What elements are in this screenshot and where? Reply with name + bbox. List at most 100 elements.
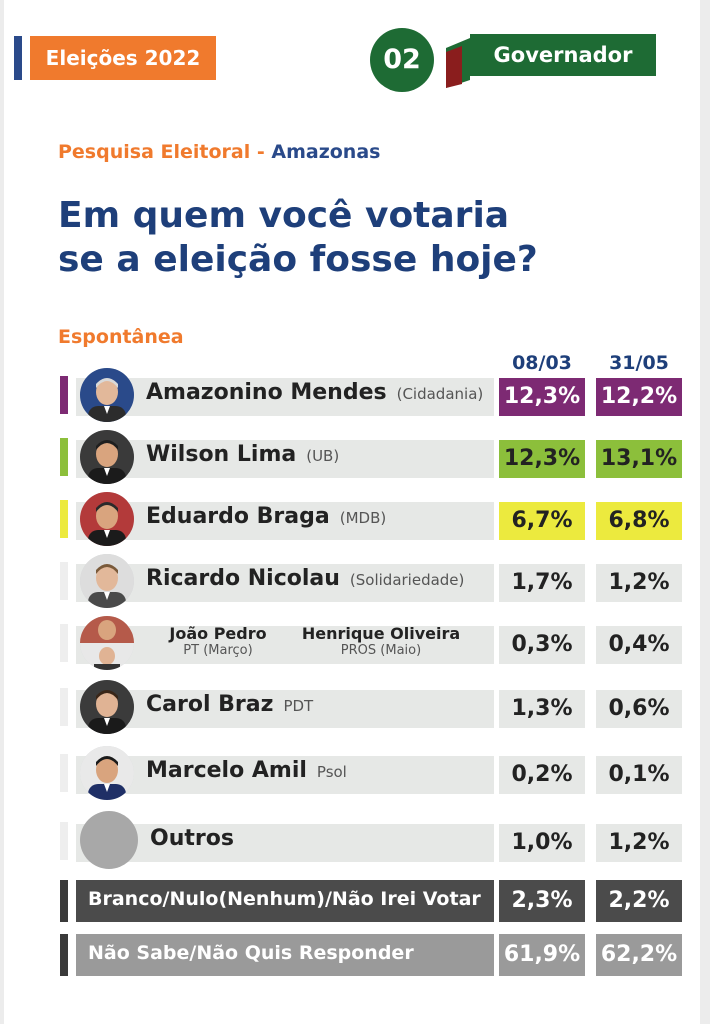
candidate-label: Amazonino Mendes (Cidadania) xyxy=(146,380,483,405)
candidate-name: Wilson Lima xyxy=(146,442,297,467)
candidate-name: Carol Braz xyxy=(146,692,274,717)
column-header-date-1: 08/03 xyxy=(512,352,572,374)
value-cell-date-1: 6,7% xyxy=(499,502,585,540)
value-cell-date-1: 1,0% xyxy=(499,824,585,862)
subtitle-separator: - xyxy=(250,141,272,163)
candidate-avatar xyxy=(80,616,134,670)
table-row: Outros 1,0% 1,2% xyxy=(0,811,710,869)
candidate-avatar xyxy=(80,368,134,422)
subtitle-prefix: Pesquisa Eleitoral xyxy=(58,141,251,163)
value-cell-date-2: 13,1% xyxy=(596,440,682,478)
row-marker xyxy=(60,822,68,860)
row-marker xyxy=(60,562,68,600)
ribbon-fold-icon xyxy=(446,38,470,88)
value-cell-date-1: 12,3% xyxy=(499,440,585,478)
survey-subtitle: Pesquisa Eleitoral - Amazonas xyxy=(58,141,380,163)
row-marker xyxy=(60,754,68,792)
candidate-avatar xyxy=(80,746,134,800)
section-number-badge: 02 xyxy=(370,28,434,92)
value-cell-date-1: 1,3% xyxy=(499,690,585,728)
value-cell-date-1: 0,3% xyxy=(499,626,585,664)
value-cell-date-2: 1,2% xyxy=(596,564,682,602)
table-row: Carol Braz PDT 1,3% 0,6% xyxy=(0,680,710,734)
value-cell-date-2: 6,8% xyxy=(596,502,682,540)
value-cell-date-2: 12,2% xyxy=(596,378,682,416)
row-marker xyxy=(60,934,68,976)
row-label: Branco/Nulo(Nenhum)/Não Irei Votar xyxy=(88,888,481,910)
candidate-party: PDT xyxy=(283,697,314,715)
candidate-avatar xyxy=(80,430,134,484)
table-row: Branco/Nulo(Nenhum)/Não Irei Votar 2,3% 2,… xyxy=(0,880,710,922)
candidate-avatar xyxy=(80,492,134,546)
candidate-label: Outros xyxy=(150,826,244,851)
candidate-avatar xyxy=(80,680,134,734)
row-label-background xyxy=(76,690,494,728)
candidate-label: Marcelo Amil Psol xyxy=(146,758,347,783)
row-marker xyxy=(60,624,68,662)
table-row: João Pedro PT (Março) Henrique Oliveira PRO… xyxy=(0,616,710,670)
candidate-name: Eduardo Braga xyxy=(146,504,330,529)
value-cell-date-2: 62,2% xyxy=(596,934,682,976)
row-label: Não Sabe/Não Quis Responder xyxy=(88,942,414,964)
candidate-label: Carol Braz PDT xyxy=(146,692,313,717)
row-label-background xyxy=(76,756,494,794)
candidate-label: Eduardo Braga (MDB) xyxy=(146,504,386,529)
candidate-avatar xyxy=(80,554,134,608)
candidate-name-2: Henrique Oliveira xyxy=(301,624,461,643)
value-cell-date-2: 1,2% xyxy=(596,824,682,862)
value-cell-date-2: 0,6% xyxy=(596,690,682,728)
row-label-background xyxy=(76,502,494,540)
value-cell-date-1: 61,9% xyxy=(499,934,585,976)
candidate-party-2: PROS (Maio) xyxy=(340,643,422,658)
value-cell-date-1: 2,3% xyxy=(499,880,585,922)
row-marker xyxy=(60,438,68,476)
section-label: Governador xyxy=(470,34,656,76)
candidate-party: (UB) xyxy=(306,447,340,465)
table-row: Wilson Lima (UB) 12,3% 13,1% xyxy=(0,430,710,484)
placeholder-avatar xyxy=(80,811,138,869)
value-cell-date-2: 2,2% xyxy=(596,880,682,922)
row-label-background xyxy=(76,934,494,976)
candidate-name: João Pedro xyxy=(169,624,267,643)
candidate-party: PT (Março) xyxy=(183,643,253,658)
candidate-name: Marcelo Amil xyxy=(146,758,307,783)
candidate-name: Amazonino Mendes xyxy=(146,380,387,405)
table-row: Ricardo Nicolau (Solidariedade) 1,7% 1,2% xyxy=(0,554,710,608)
row-label-background xyxy=(76,824,494,862)
table-row: Não Sabe/Não Quis Responder 61,9% 62,2% xyxy=(0,934,710,976)
candidate-label: João Pedro PT (Março) xyxy=(160,624,276,658)
table-row: Eduardo Braga (MDB) 6,7% 6,8% xyxy=(0,492,710,546)
row-marker xyxy=(60,688,68,726)
poll-type-label: Espontânea xyxy=(58,326,184,348)
headline: Em quem você votaria se a eleição fosse … xyxy=(58,194,678,282)
row-marker xyxy=(60,376,68,414)
value-cell-date-2: 0,4% xyxy=(596,626,682,664)
candidate-name: Não Sabe/Não Quis Responder xyxy=(88,942,414,964)
table-row: Amazonino Mendes (Cidadania) 12,3% 12,2% xyxy=(0,368,710,422)
row-marker xyxy=(60,880,68,922)
headline-line-2: se a eleição fosse hoje? xyxy=(58,239,538,280)
tag-accent-bar xyxy=(14,36,22,80)
headline-line-1: Em quem você votaria xyxy=(58,195,510,236)
candidate-label: Ricardo Nicolau (Solidariedade) xyxy=(146,566,464,591)
value-cell-date-1: 1,7% xyxy=(499,564,585,602)
value-cell-date-1: 12,3% xyxy=(499,378,585,416)
subtitle-location: Amazonas xyxy=(271,141,381,163)
election-tag: Eleições 2022 xyxy=(30,36,216,80)
row-marker xyxy=(60,500,68,538)
candidate-party: (MDB) xyxy=(339,509,387,527)
row-label-background xyxy=(76,440,494,478)
candidate-party: Psol xyxy=(316,763,347,781)
candidate-name: Branco/Nulo(Nenhum)/Não Irei Votar xyxy=(88,888,481,910)
candidate-name: Outros xyxy=(150,826,234,851)
row-label-background xyxy=(76,880,494,922)
candidate-label-2: Henrique Oliveira PROS (Maio) xyxy=(296,624,466,658)
row-label-background xyxy=(76,378,494,416)
candidate-party: (Solidariedade) xyxy=(349,571,465,589)
value-cell-date-1: 0,2% xyxy=(499,756,585,794)
row-label-background xyxy=(76,564,494,602)
candidate-label: Wilson Lima (UB) xyxy=(146,442,339,467)
table-row: Marcelo Amil Psol 0,2% 0,1% xyxy=(0,746,710,800)
value-cell-date-2: 0,1% xyxy=(596,756,682,794)
column-header-date-2: 31/05 xyxy=(609,352,669,374)
